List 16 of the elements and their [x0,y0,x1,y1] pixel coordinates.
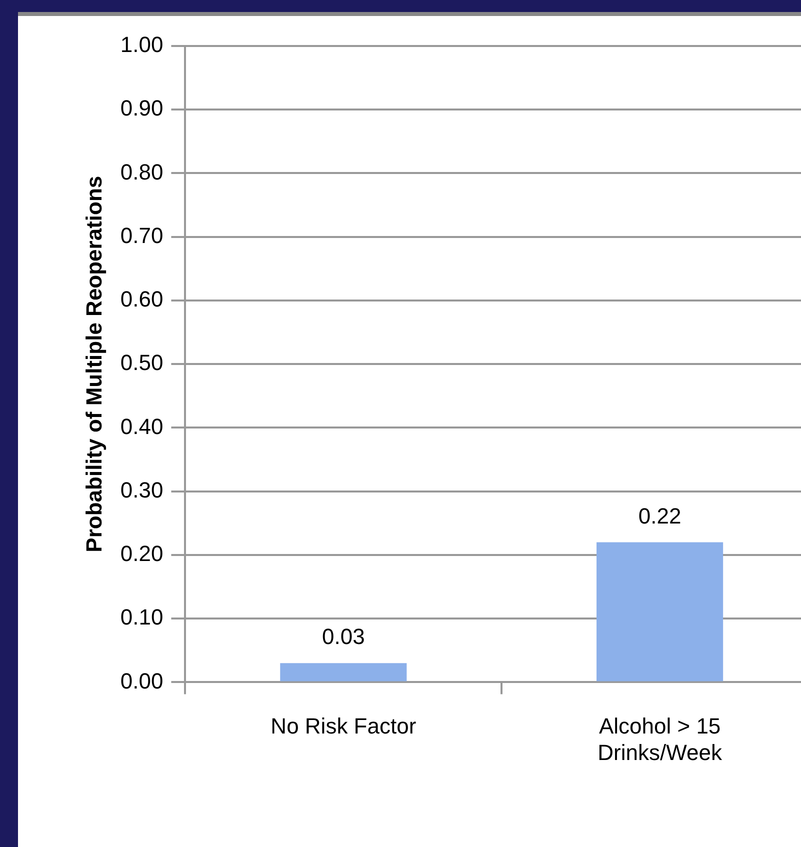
y-tick-label: 0.70 [120,222,164,248]
y-tick-label: 0.40 [120,414,164,439]
y-tick-label: 0.00 [120,668,164,694]
y-tick-label: 0.30 [120,477,164,502]
data-label: 0.22 [638,503,682,528]
y-tick-label: 0.50 [120,350,164,376]
y-tick-label: 0.80 [120,159,164,184]
x-tick-label: No Risk Factor [270,713,416,738]
y-axis-title: Probability of Multiple Reoperations [81,176,106,552]
y-tick-label: 0.10 [120,604,164,630]
y-tick-label: 0.90 [120,96,164,121]
y-tick-label: 1.00 [120,32,164,58]
y-tick-label: 0.60 [120,286,164,312]
data-label: 0.03 [322,624,365,650]
x-tick-label: Alcohol > 15 Drinks/Week [598,713,723,765]
y-tick-label: 0.20 [120,541,164,566]
